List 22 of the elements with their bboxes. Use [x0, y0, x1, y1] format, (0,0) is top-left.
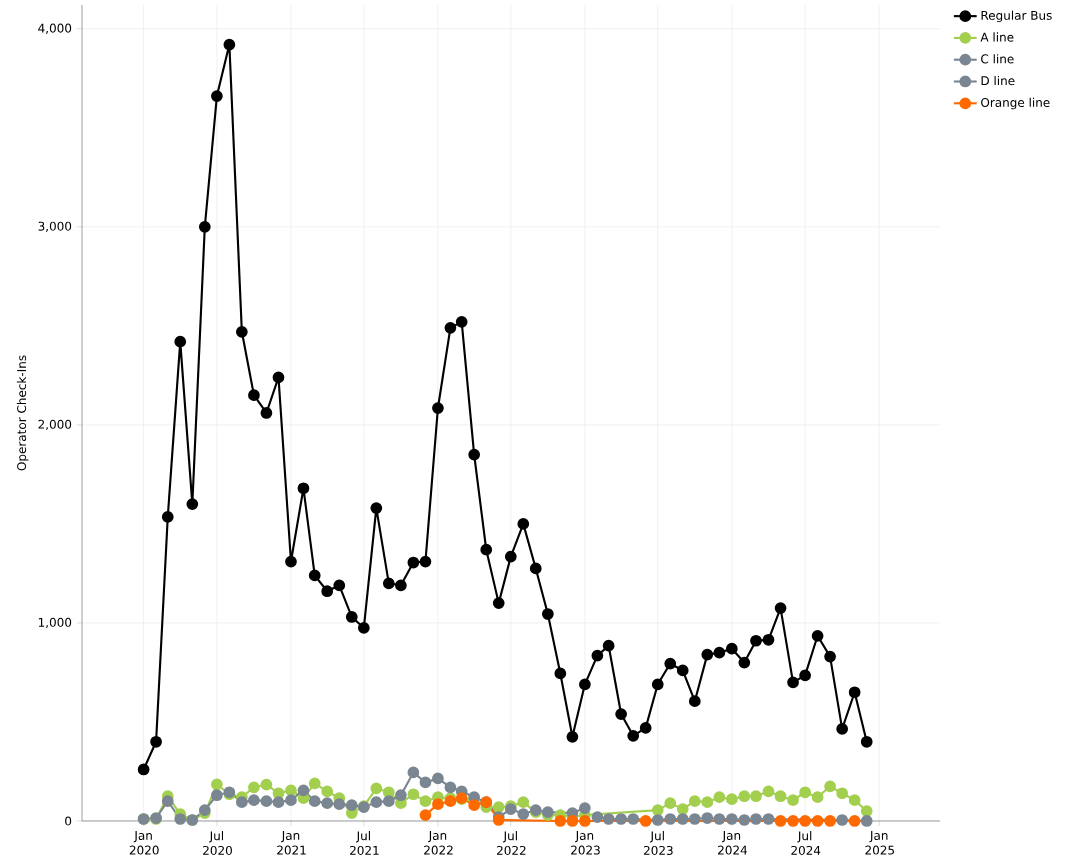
y-axis-title: Operator Check-Ins	[16, 355, 29, 471]
y-tick-label: 0	[65, 816, 72, 826]
x-tick-label: Jul 2022	[497, 831, 526, 855]
y-tick-label: 1,000	[38, 617, 72, 629]
x-tick-label: Jan 2025	[865, 831, 895, 855]
legend-label: C line	[981, 54, 1014, 64]
x-tick-label: Jul 2023	[643, 831, 673, 855]
y-tick-label: 2,000	[38, 419, 72, 431]
legend-label: Regular Bus	[981, 10, 1052, 23]
x-tick-label: Jul 2021	[350, 831, 379, 855]
x-tick-label: Jan 2020	[129, 831, 159, 855]
legend-label: D line	[981, 75, 1015, 86]
x-tick-label: Jan 2024	[718, 831, 748, 855]
x-tick-label: Jan 2021	[277, 831, 306, 855]
x-tick-label: Jul 2024	[791, 831, 821, 855]
x-tick-label: Jan 2022	[424, 831, 453, 855]
legend-label: Orange line	[981, 97, 1050, 110]
x-tick-label: Jul 2020	[203, 831, 232, 855]
y-tick-label: 4,000	[38, 23, 72, 34]
x-tick-label: Jan 2023	[571, 831, 600, 855]
y-tick-label: 3,000	[38, 221, 72, 232]
legend-label: A line	[980, 32, 1014, 42]
